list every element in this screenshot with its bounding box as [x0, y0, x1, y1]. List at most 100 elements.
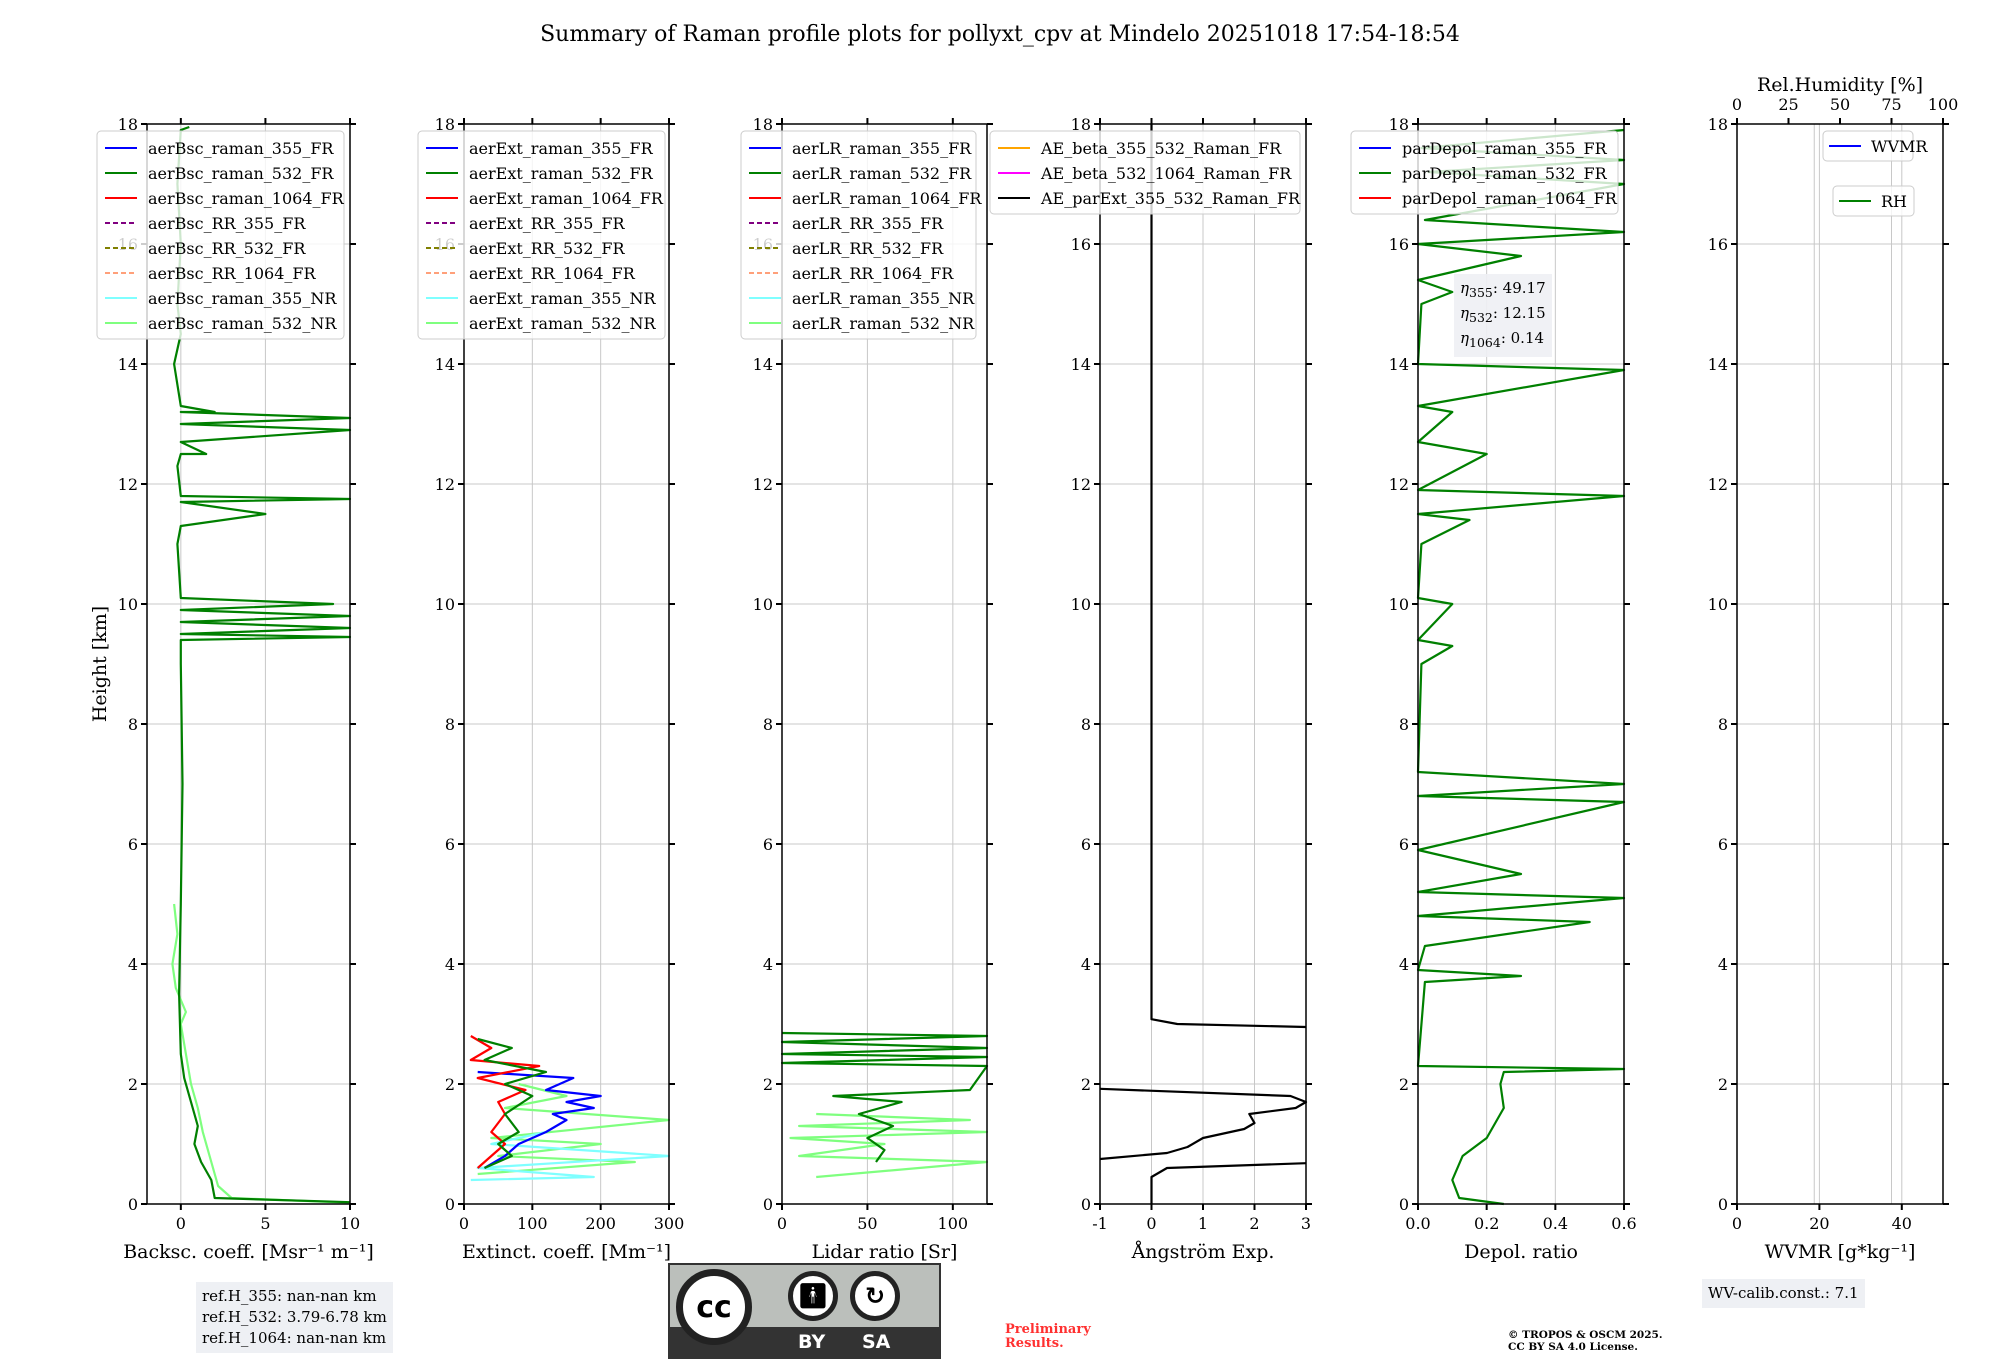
y-tick-label: 18 [1708, 115, 1728, 134]
eta-355: η355: 49.17 [1460, 278, 1546, 303]
y-tick-label: 12 [435, 475, 455, 494]
y-tick-label: 4 [763, 955, 773, 974]
legend-label: AE_beta_532_1064_Raman_FR [1040, 164, 1292, 183]
x-tick-label: 3 [1301, 1214, 1311, 1233]
legend-box [989, 130, 1301, 215]
eta-annotation: η355: 49.17 η532: 12.15 η1064: 0.14 [1454, 274, 1552, 357]
legend-label: aerBsc_raman_355_NR [148, 289, 337, 308]
y-tick-label: 6 [128, 835, 138, 854]
y-tick-label: 6 [1718, 835, 1728, 854]
series-aerLR_raman_532_FR [780, 1031, 989, 1163]
y-tick-label: 16 [1389, 235, 1409, 254]
y-tick-label: 8 [763, 715, 773, 734]
preliminary-line: Results. [1005, 1336, 1064, 1351]
legend-label: aerLR_RR_355_FR [792, 214, 944, 233]
x-axis-label: WVMR [g*kg⁻¹] [1765, 1241, 1916, 1263]
ref-height-1064: ref.H_1064: nan-nan km [202, 1329, 387, 1347]
legend-label: aerExt_raman_355_NR [469, 289, 657, 308]
y-tick-label: 2 [1718, 1075, 1728, 1094]
y-tick-label: 12 [1071, 475, 1091, 494]
y-tick-label: 4 [128, 955, 138, 974]
y-tick-label: 4 [1081, 955, 1091, 974]
panel-2: 0246810121416180100200300Extinct. coeff.… [417, 115, 685, 1263]
y-tick-label: 2 [763, 1075, 773, 1094]
x-tick-label: 100 [938, 1214, 969, 1233]
y-tick-label: 4 [1718, 955, 1728, 974]
y-tick-label: 14 [1708, 355, 1728, 374]
legend-label: aerBsc_RR_1064_FR [148, 264, 317, 283]
legend-label: aerBsc_raman_355_FR [148, 139, 334, 158]
top-tick-label: 0 [1732, 95, 1742, 114]
eta-value: : 12.15 [1492, 304, 1546, 322]
legend-label: aerExt_raman_532_NR [469, 314, 657, 333]
y-tick-label: 6 [763, 835, 773, 854]
panel-1: 0246810121416180510Backsc. coeff. [Msr⁻¹… [96, 115, 374, 1263]
y-tick-label: 14 [1389, 355, 1409, 374]
x-tick-label: 100 [517, 1214, 548, 1233]
legend-box [417, 130, 666, 340]
top-tick-label: 75 [1881, 95, 1901, 114]
x-tick-label: 200 [585, 1214, 616, 1233]
y-tick-label: 10 [1071, 595, 1091, 614]
top-tick-label: 25 [1778, 95, 1798, 114]
y-tick-label: 0 [1081, 1195, 1091, 1214]
y-tick-label: 2 [445, 1075, 455, 1094]
series-aerExt_raman_532_FR [477, 1037, 548, 1170]
y-tick-label: 6 [445, 835, 455, 854]
x-tick-label: 50 [857, 1214, 877, 1233]
x-tick-label: 0 [459, 1214, 469, 1233]
y-tick-label: 12 [1389, 475, 1409, 494]
x-tick-label: 0 [777, 1214, 787, 1233]
y-tick-label: 6 [1081, 835, 1091, 854]
by-label: BY [798, 1331, 826, 1353]
y-tick-label: 4 [1399, 955, 1409, 974]
x-tick-label: 300 [654, 1214, 685, 1233]
legend-label: aerBsc_RR_355_FR [148, 214, 306, 233]
eta-1064: η1064: 0.14 [1460, 328, 1546, 353]
legend-label: aerLR_raman_532_NR [792, 314, 975, 333]
x-tick-label: 5 [260, 1214, 270, 1233]
axes-frame [1417, 123, 1625, 1205]
series-AE_parExt_355_532_Raman_FR [1150, 124, 1307, 1029]
x-tick-label: 0.6 [1611, 1214, 1636, 1233]
legend-label: RH [1881, 192, 1907, 211]
preliminary-line: Preliminary [1005, 1322, 1091, 1337]
y-tick-label: 0 [1399, 1195, 1409, 1214]
y-tick-label: 14 [1071, 355, 1091, 374]
legend-label: aerExt_raman_355_FR [469, 139, 654, 158]
y-tick-label: 2 [128, 1075, 138, 1094]
y-tick-label: 18 [1071, 115, 1091, 134]
eta-symbol: η [1460, 304, 1469, 322]
legend-label: WVMR [1871, 137, 1928, 156]
y-tick-label: 2 [1399, 1075, 1409, 1094]
legend: aerLR_raman_355_FR aerLR_raman_532_FR aerL… [740, 130, 982, 340]
legend-label: parDepol_raman_1064_FR [1402, 189, 1618, 208]
legend-label: aerLR_raman_355_FR [792, 139, 972, 158]
x-tick-label: 10 [340, 1214, 360, 1233]
y-tick-label: 0 [763, 1195, 773, 1214]
top-axis-label: Rel.Humidity [%] [1757, 74, 1923, 96]
y-tick-label: 14 [435, 355, 455, 374]
eta-value: : 0.14 [1500, 329, 1545, 347]
x-tick-label: 0.0 [1405, 1214, 1430, 1233]
eta-symbol: η [1460, 329, 1469, 347]
legend-label: aerBsc_RR_532_FR [148, 239, 306, 258]
legend-wvmr: WVMR [1822, 130, 1928, 162]
legend-label: AE_parExt_355_532_Raman_FR [1040, 189, 1301, 208]
x-tick-label: 40 [1892, 1214, 1912, 1233]
y-tick-label: 18 [435, 115, 455, 134]
y-tick-label: 0 [445, 1195, 455, 1214]
legend-label: aerBsc_raman_1064_FR [148, 189, 345, 208]
legend: aerBsc_raman_355_FR aerBsc_raman_532_FRae… [96, 130, 345, 340]
legend-label: aerLR_RR_532_FR [792, 239, 944, 258]
wv-calibration-constant: WV-calib.const.: 7.1 [1702, 1279, 1865, 1308]
y-tick-label: 8 [445, 715, 455, 734]
series-aerExt_raman_1064_FR [469, 1035, 541, 1169]
series-aerLR_raman_532_NR [789, 1112, 989, 1179]
y-tick-label: 12 [118, 475, 138, 494]
legend-box [1832, 185, 1915, 217]
legend-box [740, 130, 977, 340]
x-tick-label: 0.4 [1543, 1214, 1568, 1233]
x-tick-label: 0 [1146, 1214, 1156, 1233]
